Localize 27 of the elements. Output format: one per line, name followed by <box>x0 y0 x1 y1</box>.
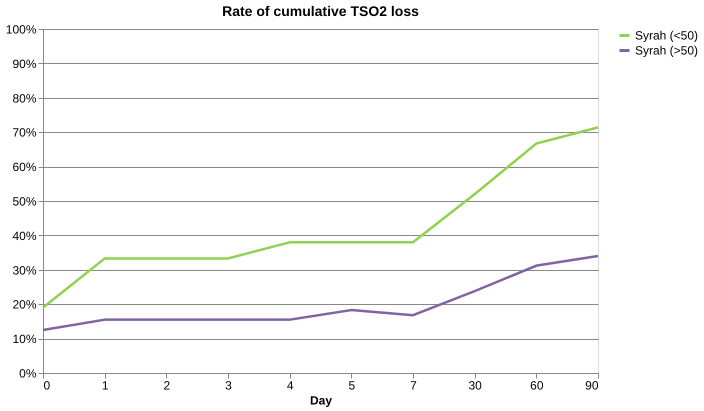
y-tick-label: 0% <box>19 366 37 380</box>
x-tick-label: 0 <box>44 378 50 392</box>
x-tick-label: 90 <box>585 378 599 392</box>
line-series <box>42 126 600 309</box>
y-tick-label: 60% <box>12 160 37 174</box>
y-tick-label: 10% <box>12 332 37 346</box>
chart-title: Rate of cumulative TSO2 loss <box>222 3 420 19</box>
y-tick-label: 80% <box>12 91 37 106</box>
y-tick-label: 100% <box>6 22 37 36</box>
x-tick-label: 2 <box>163 378 170 392</box>
x-tick-label: 30 <box>468 378 482 392</box>
line-series <box>42 254 600 332</box>
x-tick-label: 4 <box>286 378 294 392</box>
y-tick-label: 70% <box>12 126 37 140</box>
x-tick-label: 7 <box>410 378 418 392</box>
x-tick-label: 60 <box>530 378 544 392</box>
y-tick-label: 30% <box>12 263 37 278</box>
y-tick-label: 50% <box>12 194 37 208</box>
legend-label: Syrah (<50) <box>635 28 698 42</box>
y-tick-label: 20% <box>12 298 37 312</box>
x-tick-label: 3 <box>225 378 232 392</box>
x-axis-title: Day <box>310 394 332 408</box>
y-tick-label: 40% <box>12 228 37 243</box>
y-tick-label: 90% <box>12 56 37 71</box>
legend-label: Syrah (>50) <box>635 44 698 58</box>
x-tick-label: 1 <box>102 378 109 392</box>
x-tick-label: 5 <box>348 378 356 392</box>
